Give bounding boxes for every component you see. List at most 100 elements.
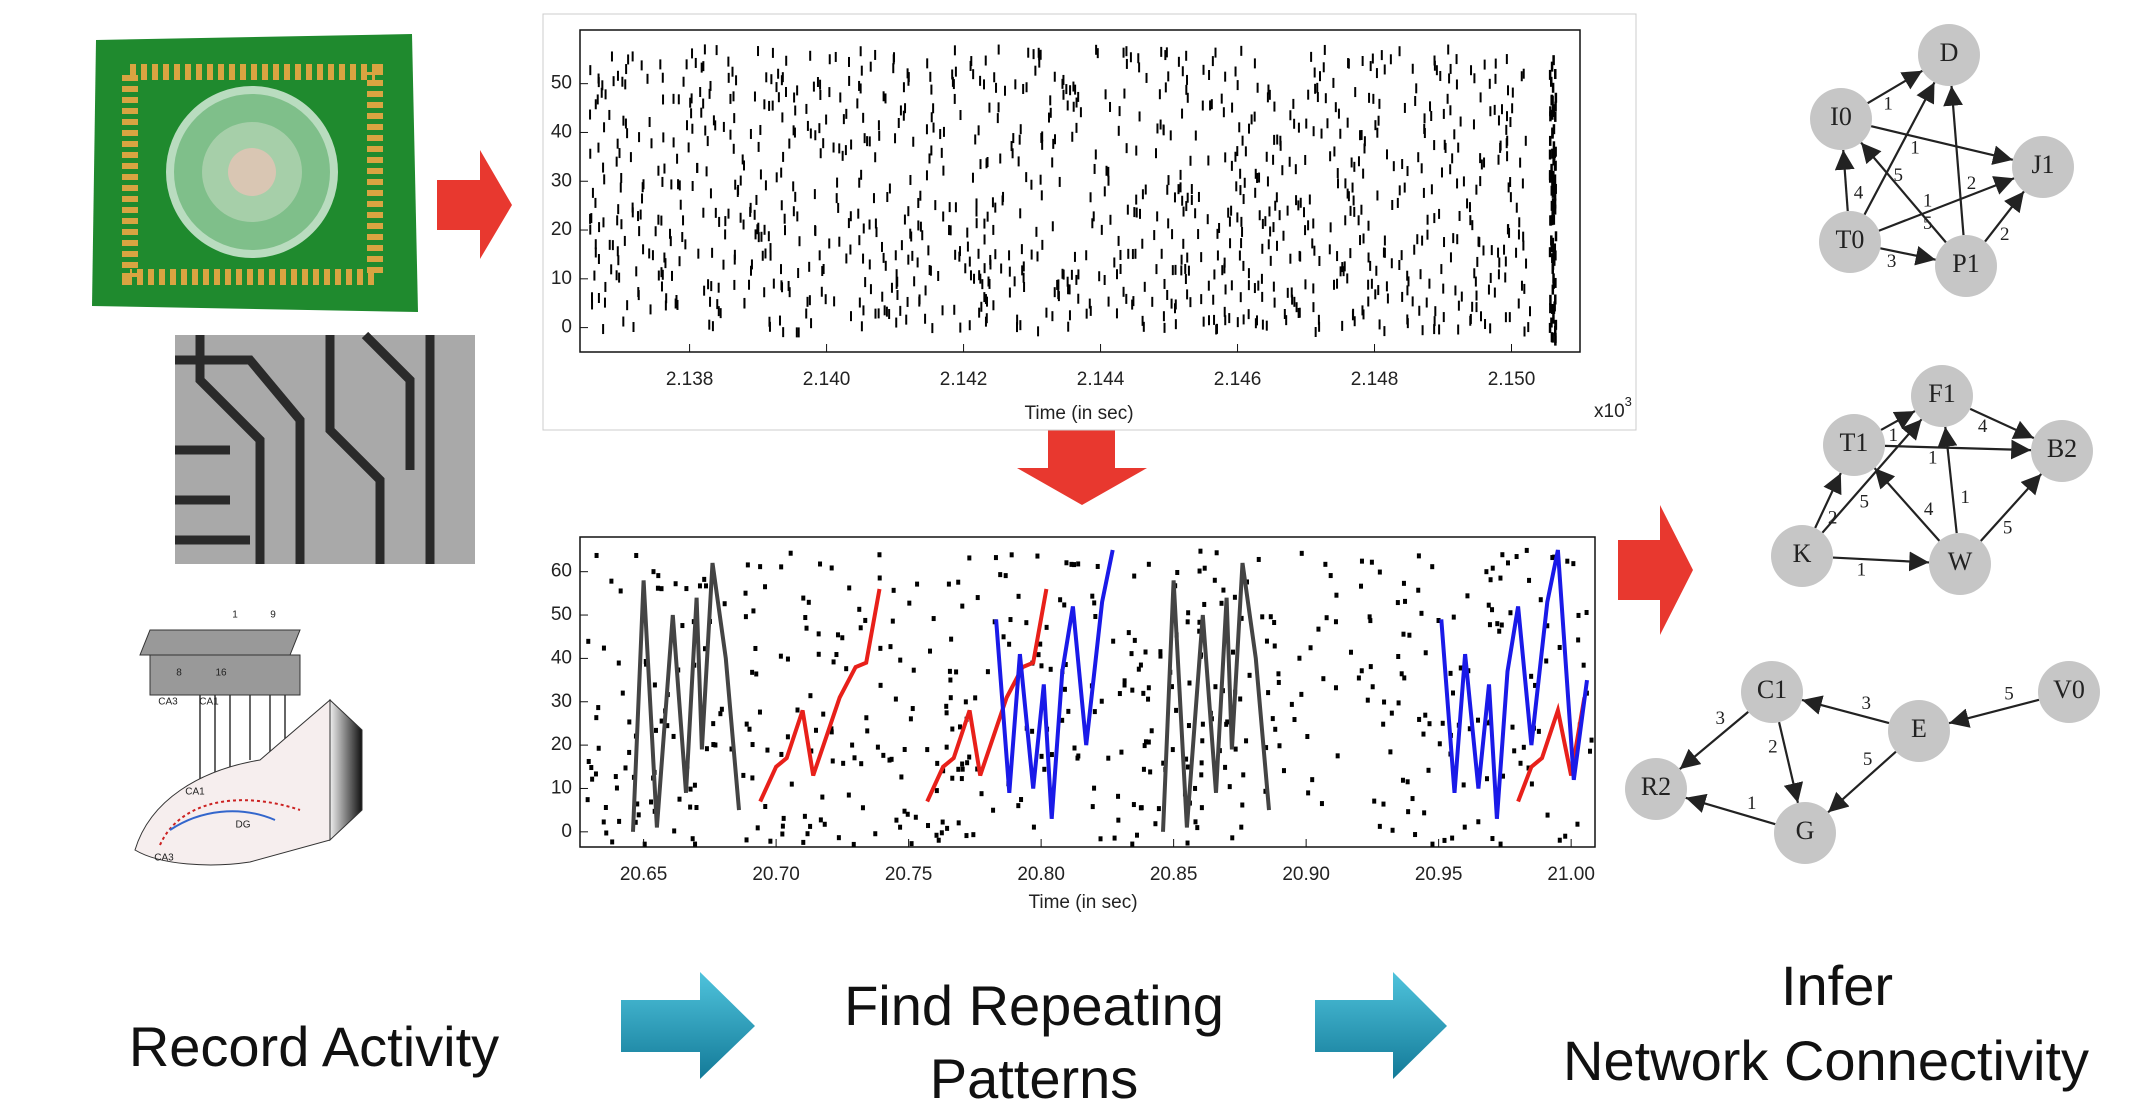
spike xyxy=(751,608,756,614)
spike xyxy=(781,815,786,821)
spike xyxy=(985,669,990,675)
spike xyxy=(979,791,984,797)
spike xyxy=(589,765,594,771)
spike xyxy=(1122,682,1127,688)
spike xyxy=(1146,561,1151,567)
edge xyxy=(1801,695,1890,725)
spike xyxy=(1407,632,1412,638)
spike xyxy=(1130,841,1135,847)
spike xyxy=(1557,837,1562,843)
mea-chip-image xyxy=(92,34,418,312)
spike xyxy=(1221,587,1226,593)
spike xyxy=(1299,550,1304,556)
spike xyxy=(957,724,962,730)
spike xyxy=(1401,580,1406,586)
edge-weight: 4 xyxy=(1978,416,1988,437)
spike xyxy=(1227,784,1232,790)
spike xyxy=(1400,777,1405,783)
spike xyxy=(1451,614,1456,620)
spike xyxy=(601,819,606,825)
spike xyxy=(1049,752,1054,758)
x-tick-label: 20.80 xyxy=(1017,864,1065,885)
spike xyxy=(1058,597,1063,603)
edge xyxy=(1685,793,1776,826)
spike xyxy=(1156,806,1161,812)
edge xyxy=(1979,473,2043,542)
spike xyxy=(623,765,628,771)
spike xyxy=(688,804,693,810)
edge-weight: 5 xyxy=(1859,491,1869,512)
spike xyxy=(1197,619,1202,625)
spike xyxy=(1132,573,1137,579)
spike xyxy=(1430,841,1435,847)
spike xyxy=(971,832,976,838)
spike xyxy=(1370,684,1375,690)
spike xyxy=(1563,833,1568,839)
x-tick-label: 20.70 xyxy=(752,864,800,885)
spike xyxy=(1092,709,1097,715)
pattern-line xyxy=(925,588,1049,803)
spike xyxy=(850,742,855,748)
spike xyxy=(744,721,749,727)
node xyxy=(1771,525,1833,587)
spike xyxy=(1119,749,1124,755)
spike xyxy=(1199,805,1204,811)
spike xyxy=(898,824,903,830)
spike xyxy=(1401,631,1406,637)
spike xyxy=(877,552,882,558)
spike xyxy=(729,746,734,752)
spike xyxy=(1098,836,1103,842)
spike xyxy=(702,576,707,582)
spike xyxy=(1095,563,1100,569)
spike xyxy=(1193,785,1198,791)
spike xyxy=(1490,836,1495,842)
spike xyxy=(1395,600,1400,606)
y-tick-label: 30 xyxy=(551,170,572,191)
node xyxy=(1935,235,1997,297)
spike xyxy=(1465,593,1470,599)
spike xyxy=(875,744,880,750)
spike xyxy=(765,747,770,753)
spike xyxy=(1422,810,1427,816)
spike xyxy=(846,792,851,798)
spike xyxy=(857,606,862,612)
spike xyxy=(1333,685,1338,691)
spike xyxy=(1550,555,1555,561)
spike xyxy=(1148,769,1153,775)
edge xyxy=(1870,125,2014,165)
spike xyxy=(809,748,814,754)
y-tick-label: 0 xyxy=(561,821,572,842)
spike xyxy=(1365,697,1370,703)
spike xyxy=(891,587,896,593)
spike xyxy=(1462,824,1467,830)
spike xyxy=(1436,617,1441,623)
edge xyxy=(1834,149,1855,212)
spike xyxy=(779,564,784,570)
edge-weight: 1 xyxy=(1960,487,1970,508)
node xyxy=(2012,136,2074,198)
spike-texture xyxy=(585,547,1594,847)
node-label: D xyxy=(1940,38,1959,67)
spike xyxy=(633,819,638,825)
electrode-label: DG xyxy=(236,820,251,831)
spike xyxy=(1153,821,1158,827)
node xyxy=(1810,88,1872,150)
spike xyxy=(644,661,649,667)
spike xyxy=(1576,637,1581,643)
spike xyxy=(1490,565,1495,571)
spike xyxy=(1130,687,1135,693)
spike xyxy=(1092,600,1097,606)
spike xyxy=(1505,560,1510,566)
spike xyxy=(1138,662,1143,668)
spike xyxy=(841,760,846,766)
node-label: J1 xyxy=(2031,150,2054,179)
spike xyxy=(1062,686,1067,692)
spike xyxy=(620,690,625,696)
spike xyxy=(743,614,748,620)
spike xyxy=(1141,766,1146,772)
spike xyxy=(1451,690,1456,696)
spike xyxy=(1230,835,1235,841)
spike xyxy=(913,814,918,820)
spike xyxy=(1141,690,1146,696)
edge xyxy=(1867,69,1923,105)
